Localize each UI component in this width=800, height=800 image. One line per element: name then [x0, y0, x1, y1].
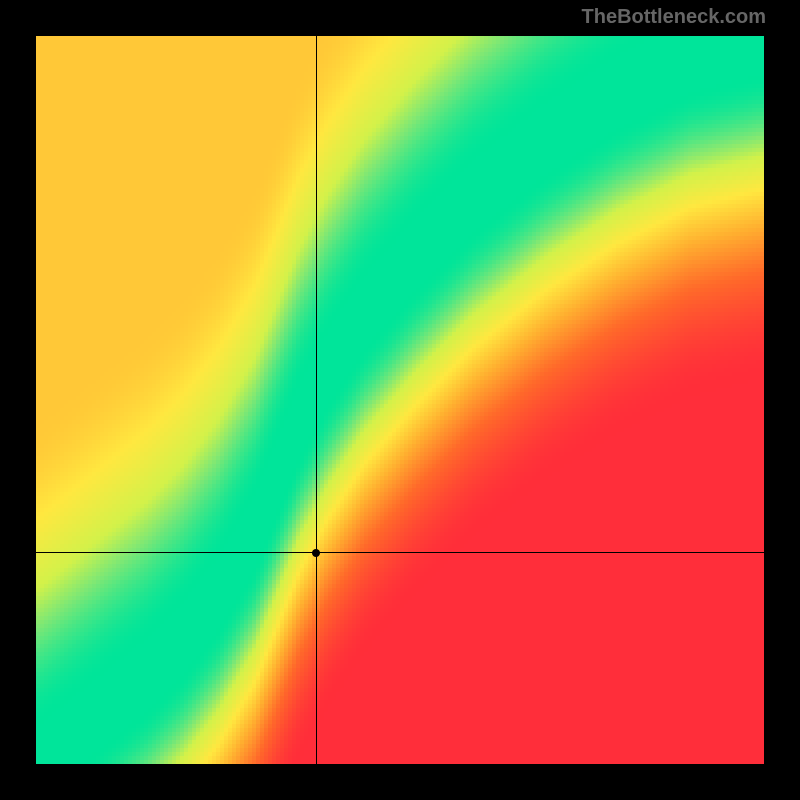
bottleneck-chart: TheBottleneck.com [0, 0, 800, 800]
crosshair-vertical [316, 36, 317, 764]
attribution-text: TheBottleneck.com [582, 6, 766, 29]
crosshair-horizontal [36, 552, 764, 553]
heatmap-plot [36, 36, 764, 764]
